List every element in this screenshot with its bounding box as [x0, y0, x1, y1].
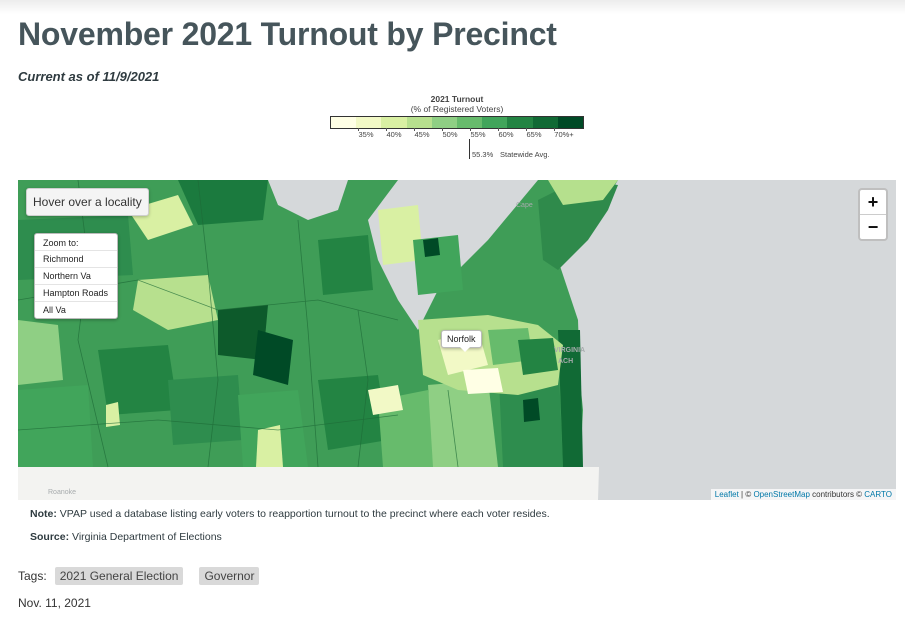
map-canvas[interactable]: [18, 180, 896, 500]
map-tooltip: Norfolk: [441, 330, 482, 352]
zoom-item-hampton-roads[interactable]: Hampton Roads: [35, 284, 117, 301]
legend-tick-label: 45%: [414, 130, 430, 139]
zoom-item-richmond[interactable]: Richmond: [35, 250, 117, 267]
legend-swatch: [356, 117, 382, 128]
page-subtitle: Current as of 11/9/2021: [18, 69, 160, 84]
legend-swatch: [381, 117, 407, 128]
statewide-average-value: 55.3%: [472, 150, 494, 159]
legend-swatch: [532, 117, 558, 128]
note-label: Note:: [30, 508, 57, 520]
precinct[interactable]: [168, 375, 243, 445]
basemap-label-cape: Cape: [516, 202, 533, 209]
precinct[interactable]: [558, 330, 583, 467]
top-shadow: [0, 0, 905, 14]
legend-tick-label: 35%: [358, 130, 374, 139]
precinct[interactable]: [423, 238, 440, 257]
legend-tickmark: [498, 128, 499, 131]
legend-subtitle: (% of Registered Voters): [410, 104, 504, 114]
turnout-map[interactable]: Cape VIRGINIA ACH Roanoke Hover over a l…: [18, 180, 896, 500]
basemap-water: [538, 180, 896, 500]
note-line: Note: VPAP used a database listing early…: [30, 508, 550, 520]
source-line: Source: Virginia Department of Elections: [30, 531, 222, 543]
zoom-to-title: Zoom to:: [43, 238, 79, 248]
precinct[interactable]: [428, 380, 498, 467]
legend-tick-label: 65%: [526, 130, 542, 139]
tag-2021-general-election[interactable]: 2021 General Election: [54, 567, 184, 585]
basemap-label-roanoke: Roanoke: [48, 489, 77, 496]
legend-swatch: [406, 117, 432, 128]
precinct[interactable]: [106, 402, 120, 427]
tags-row: Tags: 2021 General Election Governor: [18, 567, 260, 585]
legend-swatch: [507, 117, 533, 128]
note-text: VPAP used a database listing early voter…: [56, 508, 550, 520]
precinct[interactable]: [318, 235, 373, 295]
source-label: Source:: [30, 531, 70, 543]
river-water: [268, 180, 348, 220]
legend-tick-label: 60%: [498, 130, 514, 139]
legend-tickmark: [526, 128, 527, 131]
legend-tick-label: 50%: [442, 130, 458, 139]
openstreetmap-link[interactable]: OpenStreetMap: [753, 490, 810, 499]
legend-tickmark: [554, 128, 555, 131]
leaflet-link[interactable]: Leaflet: [714, 490, 739, 499]
legend-swatch: [431, 117, 458, 128]
eastern-shore[interactable]: [538, 180, 618, 270]
precinct[interactable]: [18, 385, 93, 467]
precinct[interactable]: [518, 338, 558, 375]
precinct[interactable]: [178, 180, 268, 225]
zoom-item-northern-va[interactable]: Northern Va: [35, 267, 117, 284]
zoom-out-button[interactable]: −: [860, 214, 886, 239]
carto-link[interactable]: CARTO: [864, 490, 892, 499]
legend-tick-label: 40%: [386, 130, 402, 139]
legend-tick-label: 55%: [470, 130, 486, 139]
legend-swatch: [457, 117, 483, 128]
zoom-item-all-va[interactable]: All Va: [35, 301, 117, 318]
tags-label: Tags:: [18, 569, 47, 583]
precinct[interactable]: [18, 320, 63, 385]
legend-swatch: [331, 117, 357, 128]
legend-tick-label: 70%+: [554, 130, 574, 139]
statewide-average-marker: [469, 139, 470, 159]
legend-tickmark: [470, 128, 471, 131]
precinct[interactable]: [523, 398, 540, 422]
legend-tickmark: [386, 128, 387, 131]
legend-tickmark: [442, 128, 443, 131]
legend-tickmark: [414, 128, 415, 131]
precinct[interactable]: [368, 385, 403, 415]
basemap-label-beach: ACH: [558, 358, 574, 365]
attribution-contributors: contributors ©: [809, 490, 865, 499]
zoom-control: + −: [858, 188, 888, 241]
legend-title: 2021 Turnout: [430, 94, 484, 104]
precinct[interactable]: [218, 305, 268, 360]
precinct[interactable]: [253, 330, 293, 385]
precinct[interactable]: [98, 345, 178, 415]
tag-governor[interactable]: Governor: [199, 567, 260, 585]
page-title: November 2021 Turnout by Precinct: [18, 16, 557, 52]
precinct[interactable]: [256, 425, 283, 467]
legend-swatch: [482, 117, 508, 128]
legend-tickmark: [358, 128, 359, 131]
eastern-shore-north[interactable]: [548, 180, 618, 205]
statewide-average-label: Statewide Avg.: [500, 150, 550, 159]
hover-info-box: Hover over a locality: [26, 188, 149, 216]
zoom-to-menu: Zoom to: Richmond Northern Va Hampton Ro…: [34, 233, 118, 319]
precinct[interactable]: [133, 275, 218, 330]
basemap-label-virginia: VIRGINIA: [554, 347, 586, 354]
precinct[interactable]: [378, 205, 423, 265]
precinct[interactable]: [463, 368, 503, 394]
zoom-in-button[interactable]: +: [867, 192, 879, 212]
source-text: Virginia Department of Elections: [69, 531, 222, 543]
legend-swatch: [557, 117, 584, 128]
legend: 2021 Turnout (% of Registered Voters) 35…: [330, 92, 584, 164]
map-attribution: Leaflet | © OpenStreetMap contributors ©…: [710, 489, 896, 500]
attribution-separator: | ©: [738, 490, 754, 499]
legend-color-bar: [330, 116, 584, 129]
publish-date: Nov. 11, 2021: [18, 596, 91, 610]
